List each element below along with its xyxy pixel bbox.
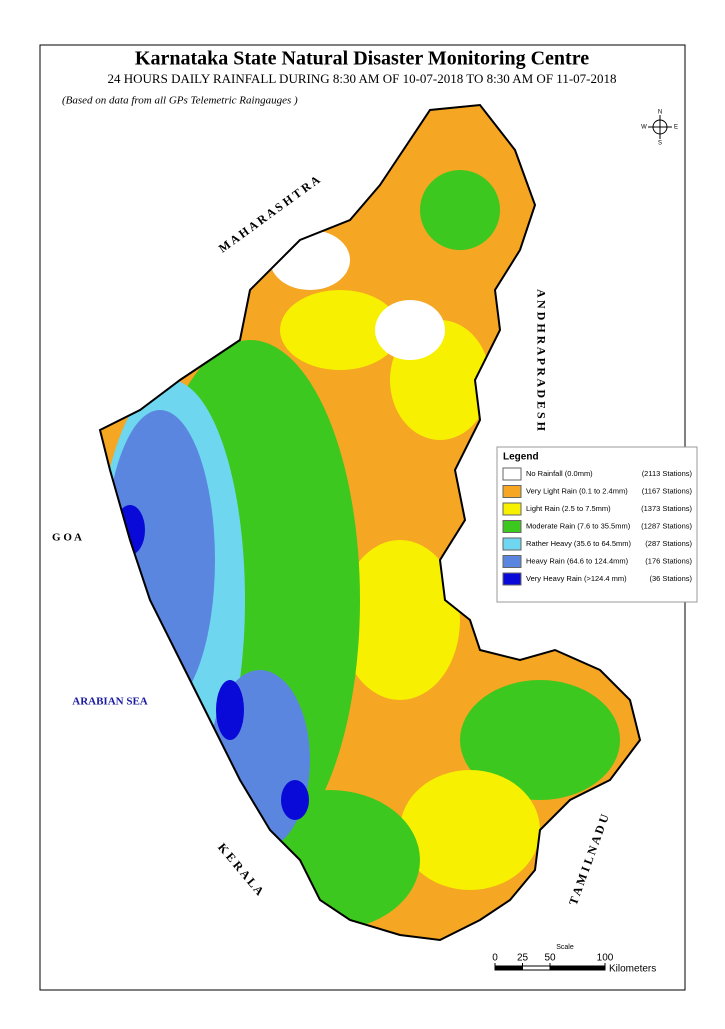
legend-label: No Rainfall (0.0mm) bbox=[526, 469, 593, 478]
neighbor-label: K E R A L A bbox=[215, 840, 267, 898]
legend-box bbox=[496, 446, 698, 603]
legend-stations: (36 Stations) bbox=[649, 574, 692, 583]
compass-label: N bbox=[658, 110, 662, 116]
legend-label: Very Heavy Rain (>124.4 mm) bbox=[526, 574, 627, 583]
scale-segment bbox=[494, 965, 523, 971]
legend-swatch bbox=[502, 485, 522, 498]
neighbor-label: T A M I L N A D U bbox=[566, 812, 612, 907]
legend-swatch bbox=[502, 467, 522, 481]
compass-rose bbox=[648, 115, 672, 139]
compass-label: S bbox=[658, 141, 662, 147]
legend-label: Light Rain (2.5 to 7.5mm) bbox=[526, 504, 611, 513]
legend-swatch bbox=[502, 555, 522, 568]
scale-segment bbox=[549, 965, 606, 971]
legend-stations: (1373 Stations) bbox=[641, 504, 692, 513]
legend-stations: (2113 Stations) bbox=[642, 469, 693, 478]
legend-title: Legend bbox=[503, 452, 539, 463]
note: (Based on data from all GPs Telemetric R… bbox=[62, 95, 298, 107]
scale-label: 0 bbox=[492, 953, 498, 964]
legend-stations: (287 Stations) bbox=[645, 539, 692, 548]
scale-title: Scale bbox=[556, 944, 574, 951]
legend-swatch bbox=[502, 537, 522, 551]
scale-label: 25 bbox=[517, 953, 529, 964]
neighbor-label: A N D H R A P R A D E S H bbox=[534, 289, 548, 432]
legend-swatch bbox=[502, 572, 522, 586]
legend-label: Heavy Rain (64.6 to 124.4mm) bbox=[526, 556, 629, 565]
title: Karnataka State Natural Disaster Monitor… bbox=[135, 48, 589, 70]
legend: Legend No Rainfall (0.0mm) (2113 Stations)… bbox=[496, 446, 698, 603]
legend-stations: (1287 Stations) bbox=[641, 521, 692, 530]
legend-swatch bbox=[502, 502, 522, 516]
compass-label: W bbox=[641, 125, 647, 131]
scale-label: 100 bbox=[597, 953, 614, 964]
legend-label: Rather Heavy (35.6 to 64.5mm) bbox=[526, 539, 632, 548]
compass-label: E bbox=[674, 125, 678, 131]
legend-swatch bbox=[502, 520, 522, 533]
neighbor-label: ARABIAN SEA bbox=[72, 696, 148, 708]
legend-stations: (176 Stations) bbox=[645, 556, 692, 565]
legend-label: Moderate Rain (7.6 to 35.5mm) bbox=[526, 521, 631, 530]
scale-segment bbox=[522, 965, 551, 971]
scale-unit: Kilometers bbox=[609, 964, 656, 975]
scale-label: 50 bbox=[544, 953, 556, 964]
legend-label: Very Light Rain (0.1 to 2.4mm) bbox=[526, 486, 628, 495]
subtitle: 24 HOURS DAILY RAINFALL DURING 8:30 AM O… bbox=[108, 71, 617, 86]
neighbor-label: G O A bbox=[52, 532, 82, 544]
legend-stations: (1167 Stations) bbox=[642, 486, 693, 495]
